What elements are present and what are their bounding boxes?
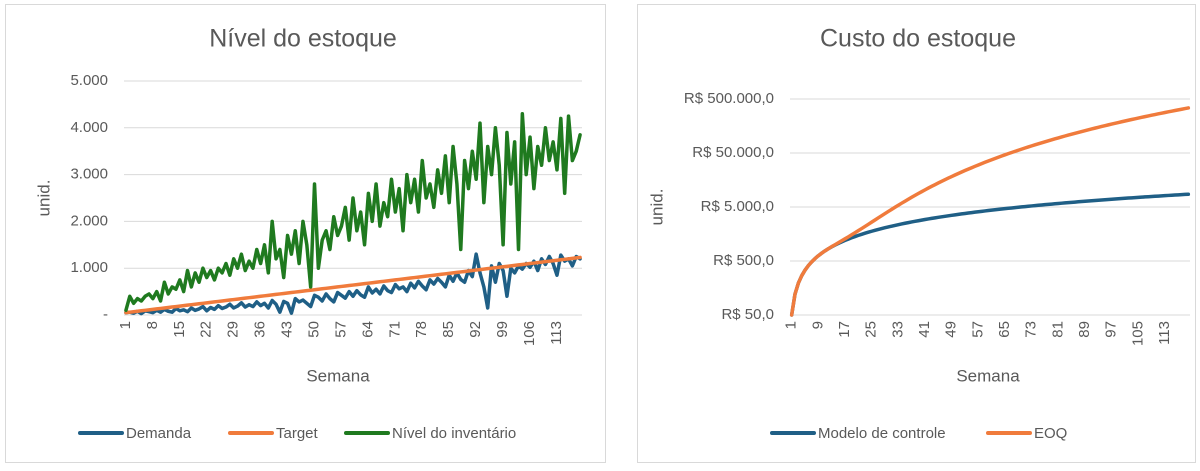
legend-label: Nível do inventário [392,425,516,442]
y-tick-label: 4.000 [70,119,108,136]
x-tick-label: 89 [1076,321,1093,338]
y-axis-label: unid. [34,180,53,217]
x-tick-label: 22 [198,321,215,338]
x-tick-label: 29 [225,321,242,338]
y-tick-label: - [103,306,108,323]
y-tick-label: 2.000 [70,212,108,229]
x-tick-label: 105 [1129,321,1146,346]
x-tick-label: 15 [171,321,188,338]
y-tick-label: 3.000 [70,166,108,183]
y-tick-label: R$ 500,0 [713,252,774,269]
x-tick-label: 33 [889,321,906,338]
x-tick-label: 64 [359,321,376,338]
x-tick-label: 1 [783,321,800,329]
legend-label: Demanda [126,425,192,442]
x-tick-label: 9 [809,321,826,329]
panel [637,4,1196,463]
series-line [789,106,1191,317]
x-tick-label: 85 [440,321,457,338]
x-tick-label: 50 [305,321,322,338]
y-tick-label: 1.000 [70,259,108,276]
x-tick-label: 92 [467,321,484,338]
y-tick-label: R$ 50.000,0 [692,144,774,161]
x-axis-label: Semana [306,366,370,385]
legend-label: EOQ [1034,425,1067,442]
series-line [124,255,582,315]
x-tick-label: 113 [548,321,565,345]
x-tick-label: 25 [863,321,880,338]
chart-title: Nível do estoque [209,25,397,53]
x-tick-label: 57 [332,321,349,338]
x-tick-label: 57 [969,321,986,338]
y-tick-label: R$ 500.000,0 [684,90,774,107]
series-line [124,112,582,313]
x-tick-label: 71 [386,321,403,338]
x-tick-label: 8 [144,321,161,329]
x-tick-label: 99 [494,321,511,338]
x-tick-label: 78 [413,321,430,338]
x-tick-label: 43 [279,321,296,338]
x-tick-label: 73 [1023,321,1040,338]
y-tick-label: R$ 50,0 [721,306,774,323]
chart-title: Custo do estoque [820,25,1016,53]
x-tick-label: 106 [521,321,538,346]
x-tick-label: 36 [252,321,269,338]
x-tick-label: 97 [1103,321,1120,338]
x-tick-label: 65 [996,321,1013,338]
series-line [789,192,1191,317]
y-tick-label: R$ 5.000,0 [701,198,774,215]
legend-label: Modelo de controle [818,425,946,442]
x-tick-label: 81 [1049,321,1066,338]
x-tick-label: 49 [943,321,960,338]
y-axis-label: unid. [647,189,666,226]
series-line [124,252,582,316]
x-tick-label: 113 [1156,321,1173,345]
x-axis-label: Semana [956,366,1020,385]
x-tick-label: 17 [836,321,853,338]
x-tick-label: 1 [117,321,134,329]
x-tick-label: 41 [916,321,933,338]
legend-label: Target [276,425,319,442]
y-tick-label: 5.000 [70,72,108,89]
